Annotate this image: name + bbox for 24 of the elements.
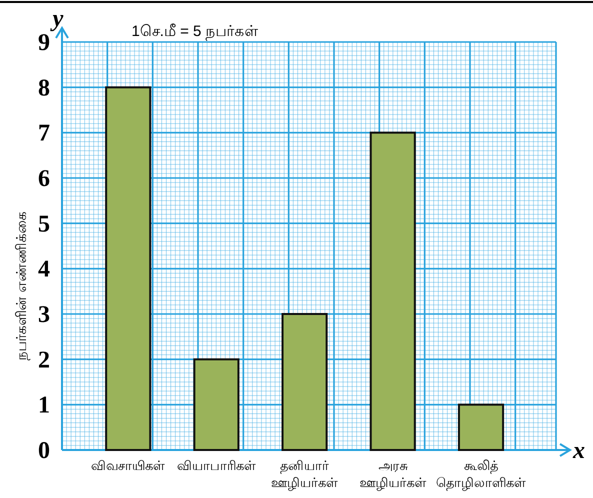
bar	[282, 313, 328, 451]
bar	[193, 358, 240, 451]
y-tick-label: 7	[38, 120, 50, 147]
bar	[458, 404, 504, 451]
x-tick-label: விவசாயிகள்	[91, 458, 166, 473]
x-tick-label: வியாபாரிகள்	[176, 458, 256, 473]
y-tick-label: 2	[38, 347, 50, 374]
x-axis-title: x	[572, 438, 585, 464]
y-tick-label: 6	[38, 166, 50, 192]
chart-title: 1செ.மீ = 5 நபர்கள்	[131, 23, 259, 40]
y-axis-title: நபர்களின் எண்ணிக்கை	[13, 212, 30, 360]
y-tick-label: 4	[38, 256, 50, 283]
bar	[370, 132, 416, 451]
y-tick-label: 8	[38, 75, 50, 102]
y-tick-label: 1	[38, 392, 50, 419]
x-tick-label: அரசு ஊழியர்கள்	[359, 458, 426, 490]
bar	[105, 86, 152, 451]
x-tick-label: தனியார் ஊழியர்கள்	[271, 458, 338, 490]
y-tick-label: 0	[38, 438, 50, 464]
y-tick-label: 5	[38, 211, 50, 238]
y-tick-label: 3	[38, 302, 50, 328]
y-tick-label: 9	[38, 30, 50, 56]
x-tick-label: கூலித் தொழிலாளிகள்	[436, 458, 526, 490]
text: y	[50, 6, 64, 32]
